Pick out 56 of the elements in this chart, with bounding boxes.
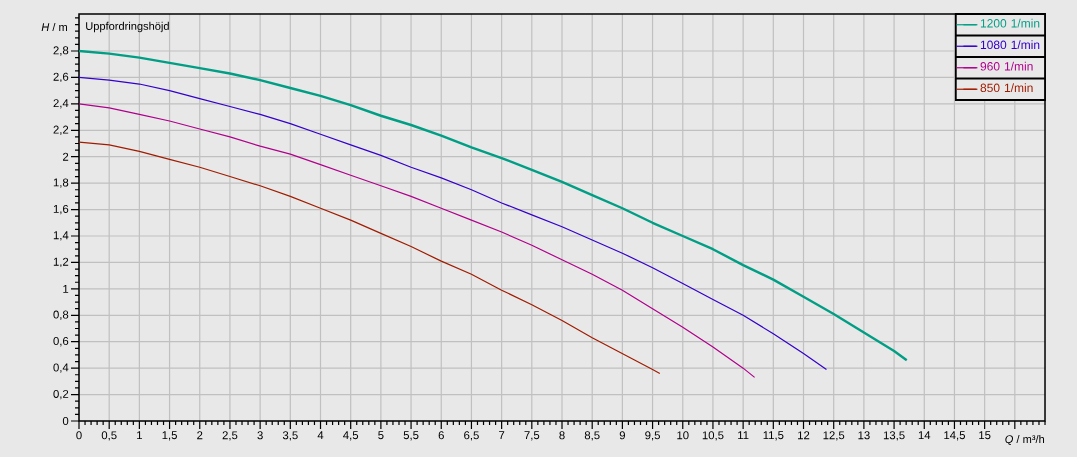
line-series [79, 49, 908, 362]
x-tick-label: 0,5 [101, 431, 117, 441]
x-tick-label: 3,5 [282, 431, 298, 441]
x-tick-label: 14,5 [944, 431, 966, 441]
x-tick-label: 12,5 [823, 431, 845, 441]
x-tick-label: 2,5 [222, 431, 238, 441]
y-tick-label: 2,8 [53, 46, 69, 56]
text: Uppfordringshöjd [86, 21, 169, 33]
x-tick-label: 6,5 [464, 431, 479, 441]
x-tick-label: 11,5 [763, 431, 784, 441]
x-tick-label: 13,5 [883, 431, 905, 441]
y-tick-label: 0,4 [53, 363, 69, 373]
legend-label: 1080 1/min [980, 40, 1040, 50]
y-tick-label: 1 [63, 284, 69, 293]
x-tick-label: 4,5 [343, 431, 359, 441]
x-axis-title: Q / m³/h [1005, 434, 1045, 446]
legend-label: 960 1/min [980, 61, 1033, 71]
y-tick-label: 0 [62, 417, 69, 426]
x-tick-label: 15 [979, 431, 991, 440]
y-tick-label: 2,2 [53, 125, 69, 135]
x-tick-label: 8 [559, 431, 565, 440]
x-tick-label: 5 [378, 431, 384, 440]
line-series [79, 103, 756, 378]
y-tick-label: 0,8 [53, 310, 69, 320]
y-tick-label: 0,6 [53, 337, 69, 347]
x-tick-label: 6 [438, 431, 444, 440]
x-tick-label: 9 [619, 431, 625, 440]
y-tick-label: 1,8 [53, 178, 69, 188]
x-tick-label: 7,5 [524, 431, 540, 441]
x-tick-label: 7 [499, 431, 505, 440]
y-axis-title: H / m [41, 22, 67, 32]
x-tick-label: 10 [677, 431, 689, 440]
x-tick-label: 5,5 [403, 431, 419, 441]
x-tick-label: 3 [257, 431, 263, 440]
x-tick-label: 1 [137, 431, 142, 440]
legend-label: 1200 1/min [980, 18, 1040, 28]
line-series [79, 76, 828, 371]
x-tick-label: 1,5 [162, 431, 177, 441]
x-tick-label: 9,5 [645, 431, 660, 441]
x-tick-label: 11 [738, 431, 749, 440]
y-tick-label: 2,6 [53, 72, 69, 83]
x-tick-label: 14 [918, 431, 931, 440]
y-tick-label: 2 [63, 152, 69, 161]
y-tick-label: 1,6 [53, 204, 69, 215]
y-tick-label: 1,2 [53, 257, 69, 268]
x-tick-label: 4 [317, 431, 324, 440]
y-tick-label: 2,4 [53, 99, 69, 109]
x-tick-label: 8,5 [584, 431, 600, 441]
x-tick-label: 13 [858, 431, 870, 440]
y-tick-label: 0,2 [53, 389, 69, 400]
x-tick-label: 2 [197, 431, 203, 440]
y-tick-label: 1,4 [53, 231, 69, 241]
x-tick-label: 0 [76, 431, 82, 440]
x-tick-label: 12 [798, 431, 810, 440]
x-tick-label: 10,5 [702, 431, 724, 441]
legend-label: 850 1/min [980, 83, 1033, 93]
